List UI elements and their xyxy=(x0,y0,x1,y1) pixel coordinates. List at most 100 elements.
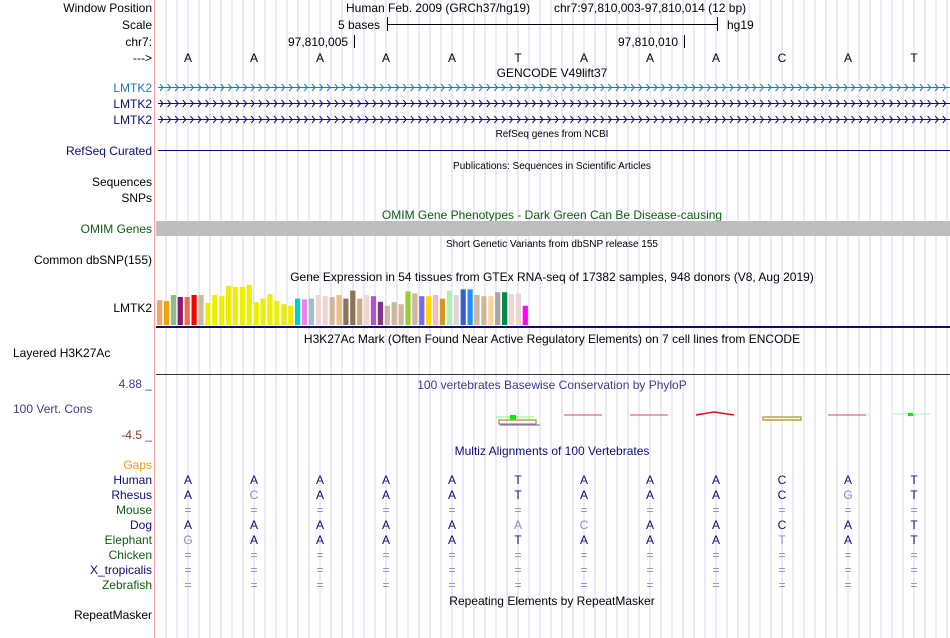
gencode-transcript-line[interactable] xyxy=(158,119,950,120)
alignment-base: A xyxy=(843,533,853,547)
reference-base: A xyxy=(447,51,456,65)
chevron-right-icon xyxy=(174,83,179,92)
alignment-base: A xyxy=(315,533,325,547)
chevron-right-icon xyxy=(250,83,255,92)
alignment-gap: = xyxy=(646,563,654,577)
species-label[interactable]: Elephant xyxy=(104,533,152,547)
chevron-right-icon xyxy=(638,83,643,92)
chevron-right-icon xyxy=(874,83,879,92)
alignment-base: A xyxy=(183,488,193,502)
chevron-right-icon xyxy=(509,115,514,124)
omim-label[interactable]: OMIM Genes xyxy=(80,222,152,236)
gencode-transcript-label[interactable]: LMTK2 xyxy=(113,81,152,95)
chevron-right-icon xyxy=(357,115,362,124)
chevron-right-icon xyxy=(874,99,879,108)
chevron-right-icon xyxy=(456,99,461,108)
gencode-transcript-label[interactable]: LMTK2 xyxy=(113,113,152,127)
species-label[interactable]: Rhesus xyxy=(111,488,152,502)
gtex-tissue-bar xyxy=(357,298,363,325)
alignment-gap: = xyxy=(448,503,456,517)
alignment-base: C xyxy=(777,488,787,502)
chevron-right-icon xyxy=(167,99,172,108)
gencode-transcript-line[interactable] xyxy=(158,103,950,104)
chevron-right-icon xyxy=(402,99,407,108)
gencode-transcript-line[interactable] xyxy=(158,87,950,88)
omim-gene-bar[interactable] xyxy=(156,221,950,236)
gtex-tissue-bar xyxy=(239,287,245,325)
gtex-label[interactable]: LMTK2 xyxy=(113,301,152,315)
position-text[interactable]: chr7:97,810,003-97,810,014 (12 bp) xyxy=(554,1,747,15)
reference-base: A xyxy=(579,51,588,65)
chevron-right-icon xyxy=(425,83,430,92)
alignment-gap: = xyxy=(514,548,522,562)
gencode-transcript-label[interactable]: LMTK2 xyxy=(113,97,152,111)
chevron-right-icon xyxy=(509,83,514,92)
chevron-right-icon xyxy=(228,115,233,124)
chevron-right-icon xyxy=(767,99,772,108)
chevron-right-icon xyxy=(775,83,780,92)
gtex-tissue-bar xyxy=(281,304,287,325)
repeatmasker-label[interactable]: RepeatMasker xyxy=(73,608,152,622)
alignment-gap: = xyxy=(844,563,852,577)
chevron-right-icon xyxy=(326,99,331,108)
reference-base: A xyxy=(315,51,324,65)
chevron-right-icon xyxy=(752,99,757,108)
species-label[interactable]: Chicken xyxy=(108,548,152,562)
refseq-gene-line[interactable] xyxy=(158,150,950,151)
chevron-right-icon xyxy=(927,115,932,124)
scale-bar-right-tick xyxy=(717,17,718,31)
h3k27ac-title: H3K27Ac Mark (Often Found Near Active Re… xyxy=(303,332,801,346)
chevron-right-icon xyxy=(418,115,423,124)
chevron-right-icon xyxy=(334,115,339,124)
chevron-right-icon xyxy=(706,99,711,108)
chevron-right-icon xyxy=(410,99,415,108)
chevron-right-icon xyxy=(646,115,651,124)
phylop-red-peak xyxy=(695,411,735,416)
chevron-right-icon xyxy=(258,115,263,124)
chevron-right-icon xyxy=(456,115,461,124)
chevron-right-icon xyxy=(182,115,187,124)
multiz-gaps-label[interactable]: Gaps xyxy=(123,458,152,472)
species-label[interactable]: Mouse xyxy=(115,503,152,517)
alignment-base: A xyxy=(249,518,259,532)
chevron-right-icon xyxy=(228,99,233,108)
refseq-title: RefSeq genes from NCBI xyxy=(495,129,609,140)
gtex-bar-chart[interactable] xyxy=(156,283,950,329)
phylop-signal[interactable] xyxy=(480,400,950,435)
repeatmasker-title: Repeating Elements by RepeatMasker xyxy=(449,594,655,608)
chevron-right-icon xyxy=(691,115,696,124)
gtex-tissue-bar xyxy=(508,294,515,325)
alignment-base: C xyxy=(777,518,787,532)
chevron-right-icon xyxy=(874,115,879,124)
refseq-label[interactable]: RefSeq Curated xyxy=(65,144,152,158)
species-label[interactable]: X_tropicalis xyxy=(89,563,152,577)
chevron-right-icon xyxy=(836,83,841,92)
alignment-gap: = xyxy=(316,503,324,517)
publications-label-2[interactable]: SNPs xyxy=(121,191,152,205)
chevron-right-icon xyxy=(486,83,491,92)
chevron-right-icon xyxy=(630,99,635,108)
chevron-right-icon xyxy=(638,115,643,124)
tick-mark-1 xyxy=(354,35,355,48)
chevron-right-icon xyxy=(167,115,172,124)
chevron-right-icon xyxy=(311,83,316,92)
publications-label-1[interactable]: Sequences xyxy=(91,175,152,189)
gtex-tissue-bar xyxy=(474,295,480,325)
species-label[interactable]: Zebrafish xyxy=(101,578,152,592)
chevron-right-icon xyxy=(273,83,278,92)
species-label[interactable]: Dog xyxy=(129,518,152,532)
alignment-base: A xyxy=(711,488,721,502)
gtex-tissue-bar xyxy=(398,304,404,325)
chevron-right-icon xyxy=(372,99,377,108)
chevron-right-icon xyxy=(744,99,749,108)
alignment-base: A xyxy=(183,518,193,532)
phylop-label[interactable]: 100 Vert. Cons xyxy=(13,402,93,416)
dbsnp-label[interactable]: Common dbSNP(155) xyxy=(33,253,152,267)
chevron-right-icon xyxy=(866,115,871,124)
alignment-base: T xyxy=(910,473,918,487)
h3k27ac-label[interactable]: Layered H3K27Ac xyxy=(13,346,111,360)
chevron-right-icon xyxy=(486,115,491,124)
chevron-right-icon xyxy=(798,99,803,108)
species-label[interactable]: Human xyxy=(113,473,152,487)
chevron-right-icon xyxy=(319,99,324,108)
